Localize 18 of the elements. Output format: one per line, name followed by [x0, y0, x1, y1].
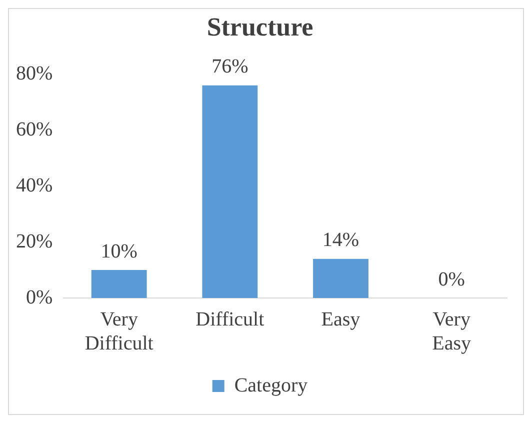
x-tick-label: Very Difficult	[84, 308, 154, 354]
bar	[91, 270, 147, 298]
data-label: 0%	[438, 268, 465, 290]
y-tick-label: 20%	[16, 230, 53, 252]
data-label: 76%	[212, 56, 248, 78]
y-tick-label: 60%	[16, 118, 53, 140]
bar	[202, 85, 258, 298]
bar	[313, 258, 368, 298]
x-tick-label: Easy	[321, 308, 360, 330]
legend-label: Category	[234, 374, 308, 396]
data-label: 10%	[100, 240, 138, 262]
x-tick-label: Difficult	[196, 308, 265, 330]
x-tick-label: Very Easy	[432, 308, 472, 354]
data-label: 14%	[322, 229, 360, 252]
y-tick-label: 80%	[16, 62, 53, 84]
y-tick-label: 0%	[26, 286, 53, 308]
chart-title: Structure	[206, 12, 314, 42]
y-tick-label: 40%	[16, 174, 53, 196]
